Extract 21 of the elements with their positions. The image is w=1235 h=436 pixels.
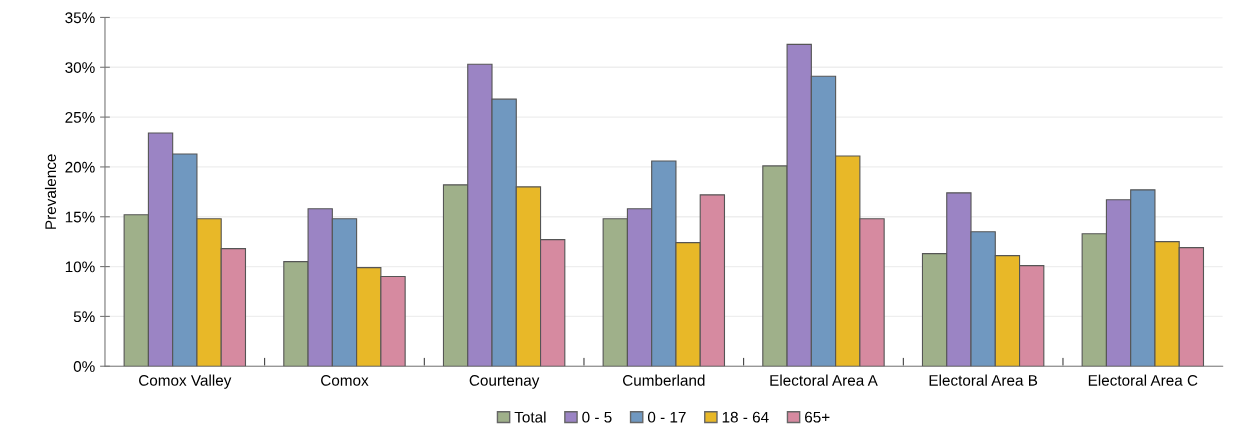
y-tick-label: 25% — [65, 111, 95, 123]
y-tick-label: 5% — [73, 311, 95, 323]
legend-label: 0 - 17 — [647, 411, 686, 423]
legend-label: Total — [514, 411, 546, 423]
x-tick-label: Comox Valley — [139, 374, 232, 389]
y-tick-label: 0% — [73, 361, 95, 372]
y-tick-label: 35% — [65, 12, 95, 24]
legend-label: 0 - 5 — [582, 411, 612, 423]
y-tick-label: 15% — [65, 211, 95, 223]
x-tick-label: Electoral Area A — [770, 374, 878, 386]
legend-label: 18 - 64 — [722, 411, 769, 423]
y-tick-label: 30% — [65, 62, 95, 73]
x-tick-label: Electoral Area C — [1088, 374, 1198, 386]
x-tick-label: Comox — [321, 374, 369, 386]
y-tick-label: 20% — [65, 161, 95, 173]
x-tick-label: Courtenay — [469, 374, 540, 389]
y-axis-title: Prevalence — [44, 154, 57, 229]
x-tick-label: Electoral Area B — [929, 374, 1038, 386]
y-tick-label: 10% — [65, 261, 95, 273]
legend-label: 65+ — [805, 411, 830, 423]
x-tick-label: Cumberland — [622, 374, 705, 386]
